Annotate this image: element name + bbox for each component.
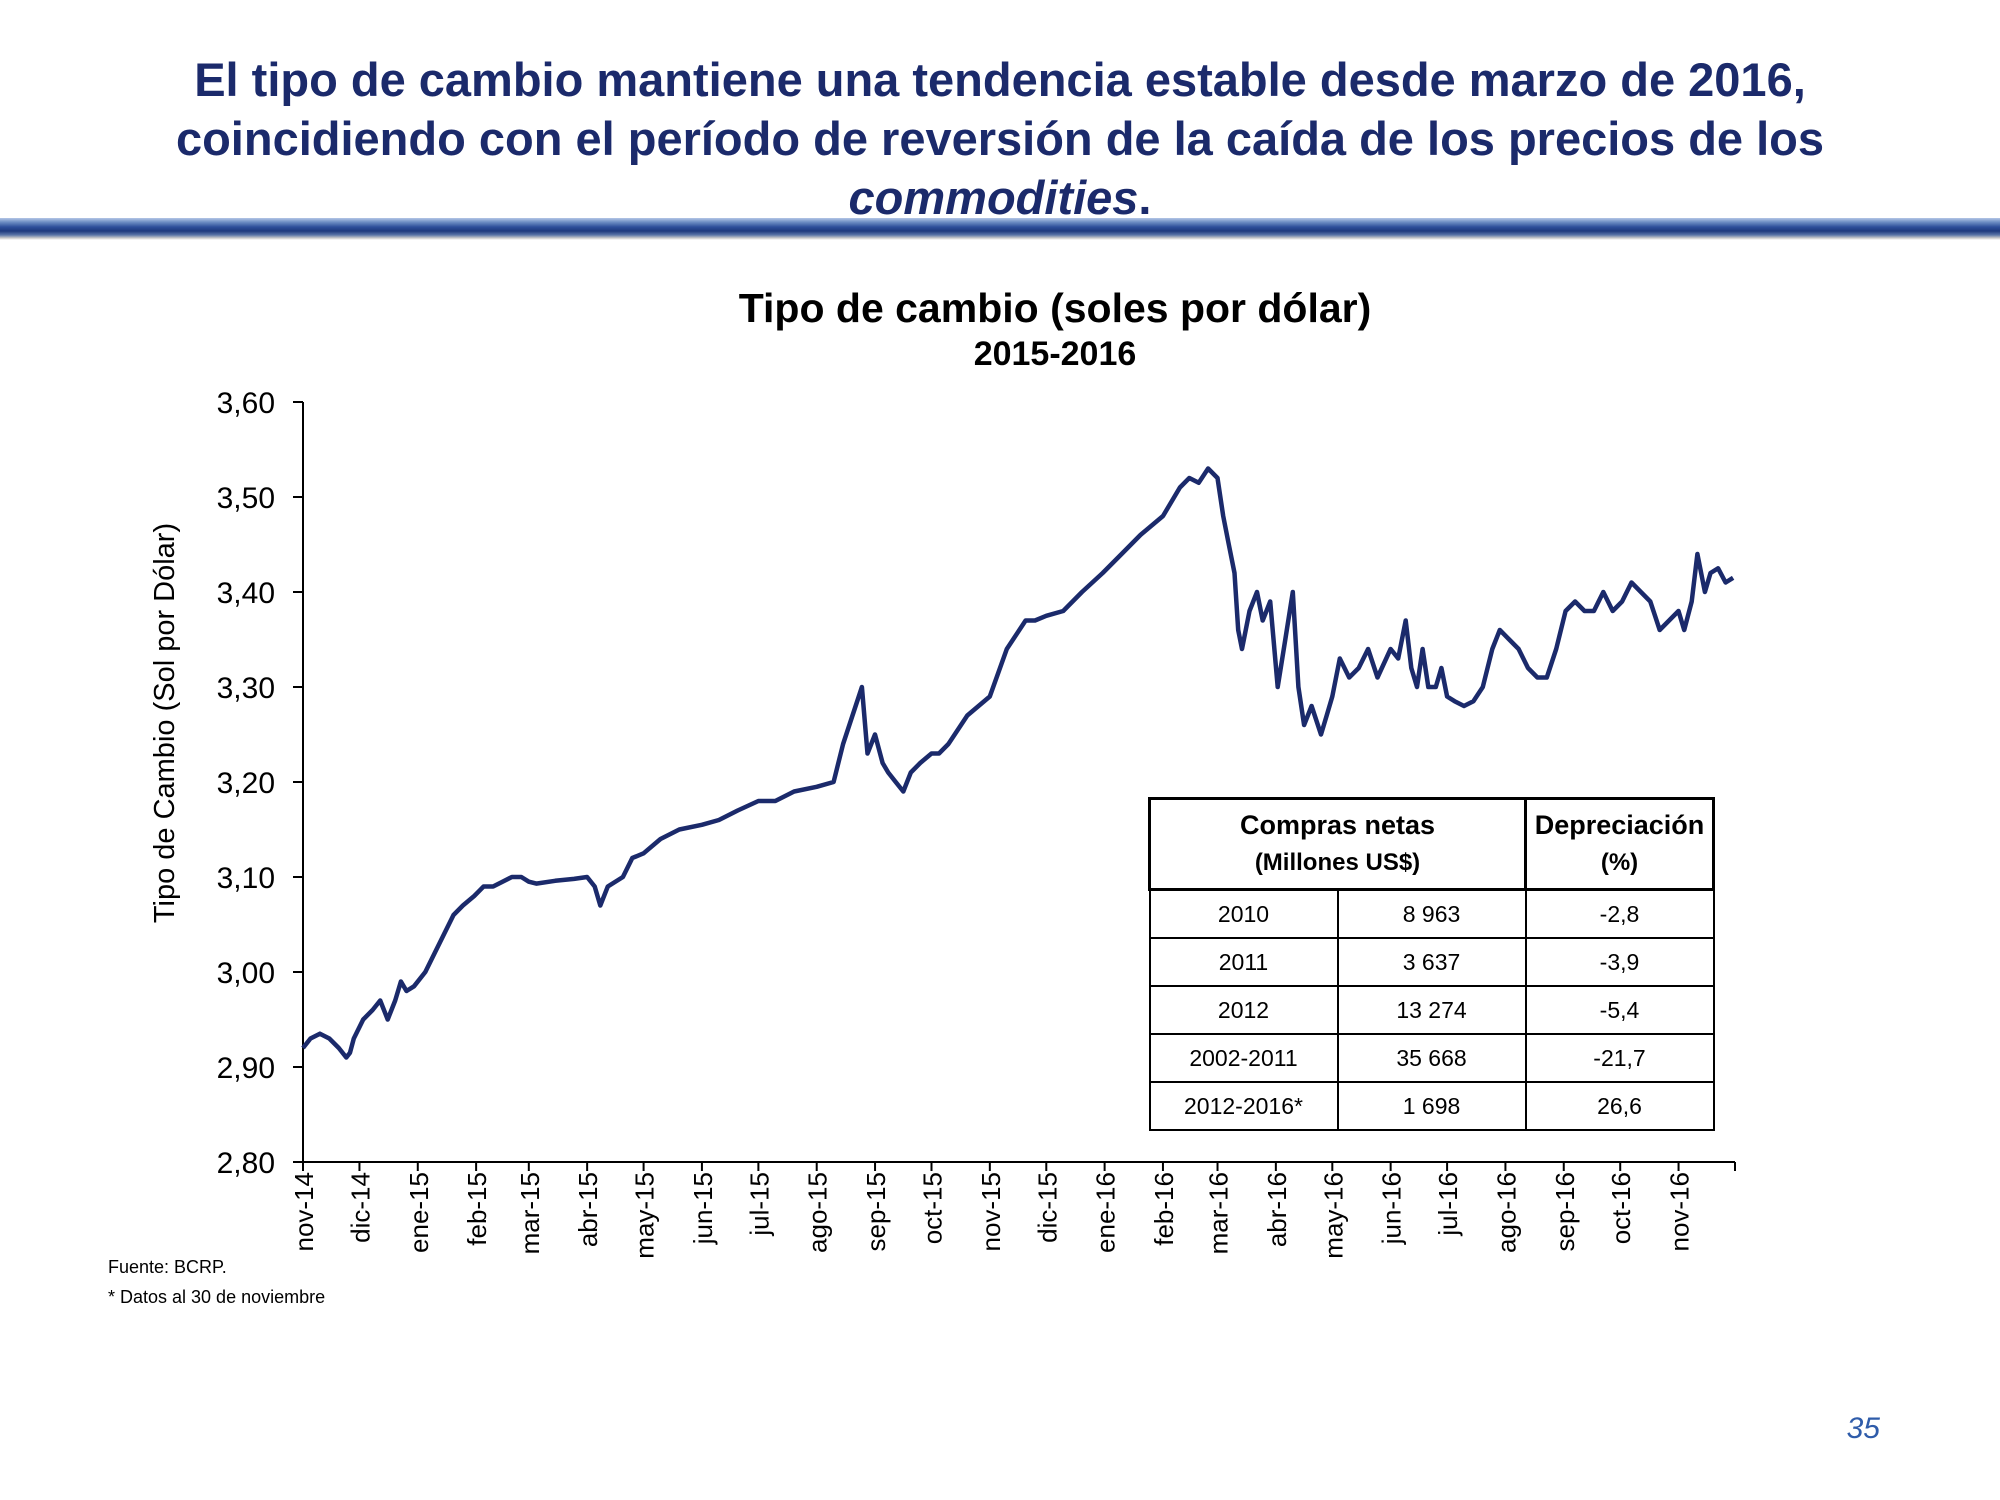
x-tick-label: nov-14 [289, 1172, 319, 1252]
x-tick-label: ago-15 [803, 1172, 833, 1253]
x-tick-label: ago-16 [1491, 1172, 1521, 1253]
header-depreciacion-main: Depreciación [1534, 810, 1705, 840]
cell-compras: 3 637 [1336, 937, 1527, 987]
y-tick-label: 3,10 [217, 862, 275, 895]
x-tick-label: oct-15 [917, 1172, 947, 1244]
slide-headline: El tipo de cambio mantiene una tendencia… [60, 50, 1940, 227]
cell-period: 2002-2011 [1148, 1033, 1339, 1083]
cell-compras: 35 668 [1336, 1033, 1527, 1083]
x-tick-label: sep-15 [861, 1172, 891, 1252]
x-tick-label: dic-15 [1032, 1172, 1062, 1243]
x-tick-label: feb-16 [1149, 1172, 1179, 1246]
source-note: Fuente: BCRP. * Datos al 30 de noviembre [108, 1252, 325, 1312]
x-tick-label: mar-15 [515, 1172, 545, 1254]
cell-period: 2012 [1148, 985, 1339, 1035]
chart-subtitle: 2015-2016 [973, 335, 1137, 373]
cell-period: 2010 [1148, 888, 1339, 939]
x-tick-label: jul-16 [1433, 1172, 1463, 1237]
y-tick-label: 3,60 [217, 387, 275, 420]
cell-compras: 13 274 [1336, 985, 1527, 1035]
headline-end: . [1138, 171, 1152, 224]
y-tick-label: 2,90 [217, 1052, 275, 1085]
table-row: 2012 13 274 -5,4 [1148, 985, 1715, 1035]
y-axis-ticks: 2,80 2,90 3,00 3,10 3,20 3,30 3,40 3,50 3,60 [217, 387, 303, 1180]
footnote-text: * Datos al 30 de noviembre [108, 1287, 326, 1307]
x-tick-label: jul-15 [744, 1172, 774, 1237]
x-tick-label: oct-16 [1606, 1172, 1636, 1244]
source-text: Fuente: BCRP. [108, 1257, 227, 1277]
y-tick-label: 3,00 [217, 957, 275, 990]
header-depreciacion-sub: (%) [1600, 849, 1639, 876]
header-compras-netas: Compras netas (Millones US$) [1148, 797, 1527, 891]
table-header-row: Compras netas (Millones US$) Depreciació… [1148, 797, 1715, 891]
table-row: 2010 8 963 -2,8 [1148, 888, 1715, 939]
x-tick-label: mar-16 [1204, 1172, 1234, 1254]
cell-compras: 1 698 [1336, 1081, 1527, 1131]
cell-depreciacion: 26,6 [1524, 1081, 1715, 1131]
cell-depreciacion: -21,7 [1524, 1033, 1715, 1083]
header-compras-sub: (Millones US$) [1254, 849, 1421, 876]
headline-italic-word: commodities [848, 171, 1139, 224]
table-row: 2002-2011 35 668 -21,7 [1148, 1033, 1715, 1083]
y-tick-label: 3,20 [217, 767, 275, 800]
cell-period: 2011 [1148, 937, 1339, 987]
x-tick-label: nov-15 [976, 1172, 1006, 1252]
headline-line-1: El tipo de cambio mantiene una tendencia… [194, 53, 1806, 106]
cell-depreciacion: -2,8 [1524, 888, 1715, 939]
y-tick-label: 2,80 [217, 1147, 275, 1180]
cell-period: 2012-2016* [1148, 1081, 1339, 1131]
x-tick-label: abr-16 [1262, 1172, 1292, 1247]
header-divider [0, 218, 2000, 240]
header-compras-main: Compras netas [1239, 810, 1436, 840]
x-tick-label: may-15 [630, 1172, 660, 1259]
header-depreciacion: Depreciación (%) [1524, 797, 1715, 891]
x-tick-label: feb-15 [462, 1172, 492, 1246]
series-line-tipo-de-cambio [301, 466, 1735, 1060]
headline-line-2: coincidiendo con el período de reversión… [175, 112, 1825, 165]
x-tick-label: may-16 [1318, 1172, 1348, 1259]
y-axis-label: Tipo de Cambio (Sol por Dólar) [149, 523, 181, 923]
x-tick-label: nov-16 [1665, 1172, 1695, 1252]
page-number: 35 [1846, 1412, 1880, 1445]
y-tick-label: 3,40 [217, 577, 275, 610]
table-row: 2012-2016* 1 698 26,6 [1148, 1081, 1715, 1131]
x-tick-label: ene-15 [404, 1172, 434, 1253]
x-tick-label: ene-16 [1091, 1172, 1121, 1253]
cell-depreciacion: -3,9 [1524, 937, 1715, 987]
y-tick-label: 3,30 [217, 672, 275, 705]
x-tick-label: sep-16 [1550, 1172, 1580, 1252]
x-tick-label: dic-14 [345, 1172, 375, 1243]
x-tick-label: jun-16 [1377, 1172, 1407, 1245]
cell-compras: 8 963 [1336, 888, 1527, 939]
chart-title: Tipo de cambio (soles por dólar) [738, 285, 1372, 331]
x-tick-label: jun-15 [688, 1172, 718, 1245]
y-tick-label: 3,50 [217, 482, 275, 515]
table-row: 2011 3 637 -3,9 [1148, 937, 1715, 987]
compras-netas-table: Compras netas (Millones US$) Depreciació… [1148, 797, 1715, 1131]
cell-depreciacion: -5,4 [1524, 985, 1715, 1035]
x-tick-label: abr-15 [573, 1172, 603, 1247]
x-axis-ticks: nov-14 dic-14 ene-15 feb-15 mar-15 abr-15 may-… [289, 1162, 1736, 1259]
